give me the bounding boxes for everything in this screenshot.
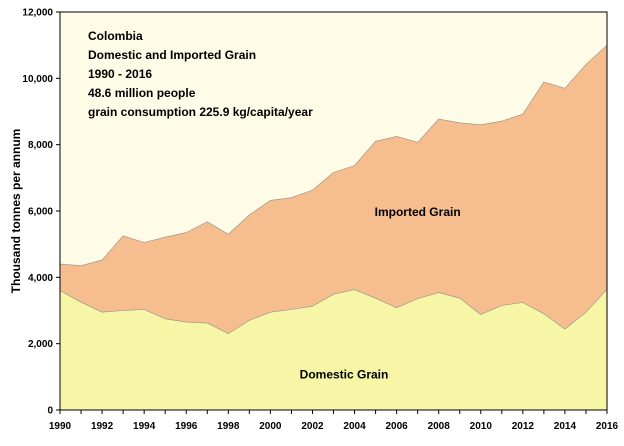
y-tick-label: 10,000	[22, 74, 53, 85]
imported-grain-area	[60, 45, 607, 334]
y-tick-label: 2,000	[28, 339, 53, 350]
annotation-line: Domestic and Imported Grain	[88, 48, 256, 62]
x-tick-label: 1996	[175, 421, 198, 432]
x-tick-label: 2004	[343, 421, 366, 432]
annotation-line: Colombia	[88, 29, 143, 43]
x-tick-label: 2002	[301, 421, 324, 432]
x-tick-label: 2006	[385, 421, 408, 432]
domestic-grain-area	[60, 289, 607, 410]
x-axis: 1990 1992 1994 1996 1998 2000 2002 2004 2006 2008…	[49, 410, 619, 432]
x-tick-label: 1994	[133, 421, 156, 432]
y-tick-label: 6,000	[28, 207, 53, 218]
y-axis: 0 2,000 4,000 6,000 8,000 10,000 12,000	[22, 8, 60, 417]
y-tick-label: 12,000	[22, 8, 53, 19]
y-tick-label: 4,000	[28, 273, 53, 284]
x-tick-label: 2016	[596, 421, 619, 432]
x-tick-label: 1998	[217, 421, 240, 432]
x-tick-label: 2008	[428, 421, 451, 432]
domestic-grain-label: Domestic Grain	[300, 367, 389, 381]
y-axis-label: Thousand tonnes per annum	[9, 129, 23, 294]
x-tick-label: 2000	[259, 421, 282, 432]
chart-annotation: Colombia Domestic and Imported Grain 1990 …	[88, 29, 313, 119]
annotation-line: grain consumption 225.9 kg/capita/year	[88, 105, 313, 119]
domestic-grain-line	[59, 289, 608, 335]
imported-grain-line	[59, 44, 608, 267]
x-tick-label: 2010	[470, 421, 493, 432]
y-tick-label: 8,000	[28, 140, 53, 151]
x-tick-label: 1992	[91, 421, 114, 432]
annotation-line: 1990 - 2016	[88, 67, 152, 81]
imported-grain-label: Imported Grain	[375, 205, 461, 219]
x-tick-label: 2014	[554, 421, 577, 432]
annotation-line: 48.6 million people	[88, 86, 196, 100]
x-tick-label: 1990	[49, 421, 72, 432]
y-tick-label: 0	[47, 406, 53, 417]
x-tick-label: 2012	[512, 421, 535, 432]
